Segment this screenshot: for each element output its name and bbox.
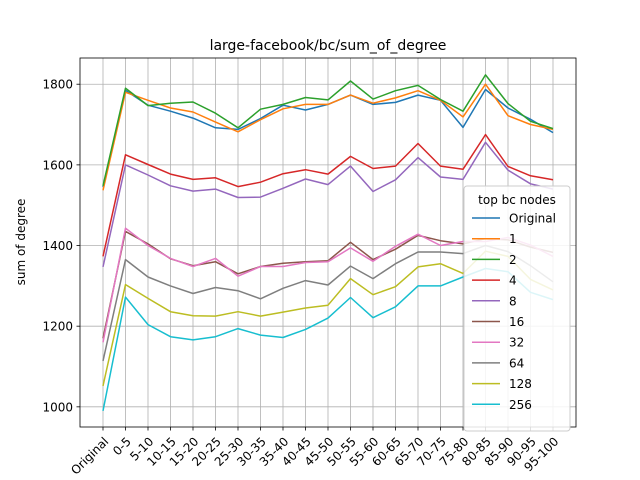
legend-box [463,185,571,432]
y-tick-label: 1200 [42,320,73,334]
x-tick-label: Original [68,434,111,477]
y-tick-label: 1800 [42,78,73,92]
series-line-2 [102,74,554,186]
chart-title: large-facebook/bc/sum_of_degree [210,38,447,54]
legend-label: 8 [509,294,517,308]
legend-label: 16 [509,315,524,329]
legend-label: 128 [509,377,532,391]
y-tick-label: 1400 [42,239,73,253]
legend-label: 4 [509,274,517,288]
legend-label: 1 [509,232,517,246]
y-tick-label: 1000 [42,400,73,414]
legend-label: 256 [509,398,532,412]
legend-label: Original [509,212,556,226]
legend-label: 64 [509,356,524,370]
legend-title: top bc nodes [478,193,556,207]
legend-label: 2 [509,253,517,267]
x-axis: Original0-55-1010-1515-2020-2525-3030-35… [68,427,561,478]
series-line-1 [102,83,554,191]
legend: top bc nodes Original 1 2 4 8 16 32 64 128 256 [463,185,571,432]
y-tick-label: 1600 [42,158,73,172]
y-axis-label: sum of degree [14,199,28,286]
legend-label: 32 [509,336,524,350]
series-line-8 [102,141,554,268]
y-axis: 1000 1200 1400 1600 1800 [42,78,80,414]
series-line-4 [102,133,554,257]
